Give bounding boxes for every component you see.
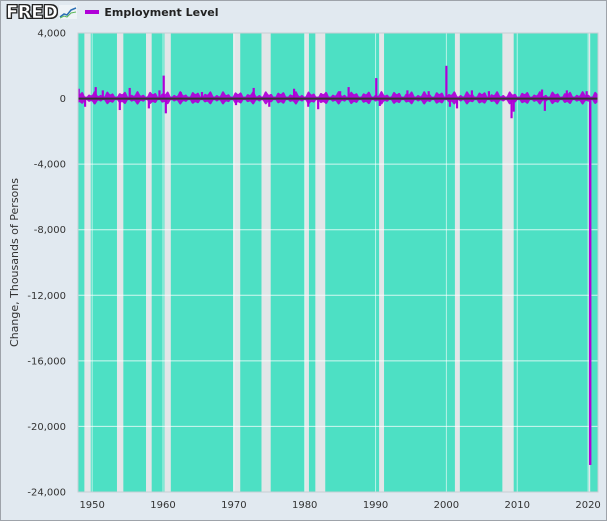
- x-tick-label: 1970: [221, 500, 246, 511]
- bar: [347, 87, 350, 99]
- chart-header: FRED Employment Level: [6, 1, 219, 23]
- bar: [339, 91, 342, 99]
- shaded-period: [123, 33, 147, 492]
- bar: [565, 90, 568, 99]
- bar: [158, 90, 161, 99]
- x-tick-label: 2020: [575, 500, 600, 511]
- bar: [470, 90, 473, 99]
- shaded-period: [240, 33, 262, 492]
- bar: [543, 98, 546, 111]
- bar: [292, 88, 296, 99]
- shaded-periods: [78, 33, 598, 492]
- bar: [585, 91, 588, 99]
- bar: [540, 89, 544, 99]
- shaded-period: [308, 33, 316, 492]
- y-tick-label: 0: [60, 94, 66, 105]
- bar: [164, 98, 167, 114]
- shaded-period: [151, 33, 165, 492]
- bar: [589, 98, 592, 465]
- y-tick-label: -16,000: [27, 356, 66, 367]
- x-tick-label: 2000: [434, 500, 459, 511]
- y-tick-label: -24,000: [27, 488, 66, 499]
- shaded-period: [513, 33, 589, 492]
- bar: [200, 92, 204, 99]
- bar: [128, 87, 131, 99]
- bar: [179, 92, 182, 99]
- bar: [448, 98, 452, 107]
- shaded-period: [384, 33, 455, 492]
- y-tick-label: -12,000: [27, 291, 66, 302]
- shaded-period: [170, 33, 234, 492]
- bar: [101, 90, 104, 99]
- x-tick-label: 1990: [363, 500, 388, 511]
- y-tick-label: -20,000: [27, 422, 66, 433]
- bar: [268, 98, 271, 107]
- legend-swatch: [85, 10, 100, 14]
- bar: [83, 98, 87, 107]
- y-tick-label: -8,000: [34, 225, 66, 236]
- bar: [375, 78, 378, 99]
- legend-label: Employment Level: [104, 5, 219, 19]
- shaded-period: [590, 33, 598, 492]
- bar: [234, 98, 238, 106]
- x-tick-labels: 1950 1960 1970 1980 1990 2000 2010 2020: [79, 500, 600, 511]
- shaded-period: [78, 33, 85, 492]
- y-tick-label: 4,000: [37, 29, 66, 40]
- y-tick-labels: 4,000 0 -4,000 -8,000 -12,000 -16,000 -20,000 -…: [27, 29, 66, 499]
- bar: [147, 98, 150, 109]
- bar: [118, 98, 121, 111]
- bar: [512, 98, 515, 112]
- bar: [427, 91, 430, 99]
- bar: [317, 98, 320, 110]
- x-tick-label: 1980: [292, 500, 317, 511]
- grid-lines: [78, 32, 598, 493]
- x-tick-label: 2010: [505, 500, 530, 511]
- bar: [77, 88, 80, 99]
- bar: [252, 87, 255, 99]
- bar: [487, 91, 490, 99]
- x-tick-label: 1960: [150, 500, 175, 511]
- shaded-period: [325, 33, 380, 492]
- bar: [510, 98, 513, 119]
- bar: [378, 98, 381, 106]
- plot-border: [77, 32, 599, 493]
- shaded-period: [270, 33, 305, 492]
- fred-chart-icon: [59, 5, 78, 19]
- bar: [406, 90, 409, 99]
- bar: [445, 65, 448, 99]
- bar: [162, 75, 165, 99]
- fred-logo[interactable]: FRED: [6, 1, 59, 23]
- y-tick-label: -4,000: [34, 160, 66, 171]
- x-tick-label: 1950: [79, 500, 104, 511]
- shaded-period: [459, 33, 503, 492]
- bar: [307, 98, 310, 107]
- bar: [455, 98, 459, 109]
- bar: [94, 87, 97, 99]
- shaded-period: [90, 33, 117, 492]
- y-axis-label: Change, Thousands of Persons: [8, 178, 21, 347]
